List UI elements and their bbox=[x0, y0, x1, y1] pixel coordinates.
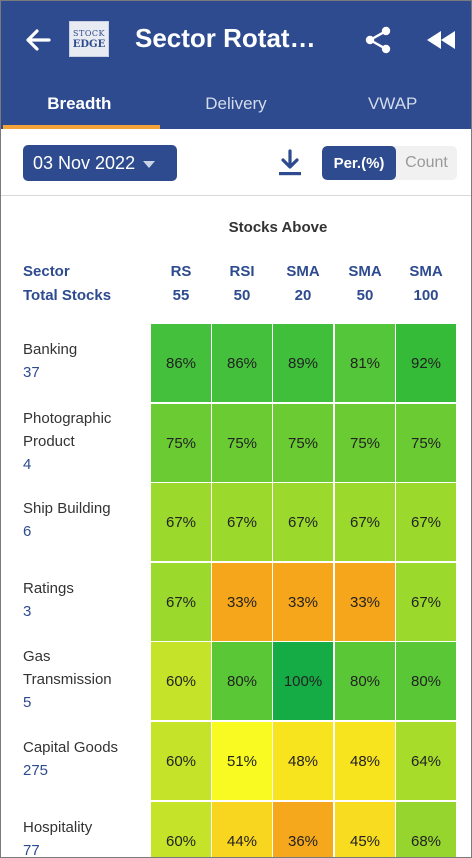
heatmap-cell[interactable]: 45% bbox=[335, 802, 395, 857]
column-header-rs-55[interactable]: RS 55 bbox=[170, 263, 192, 304]
heatmap-cell[interactable]: 75% bbox=[273, 404, 333, 482]
heatmap-cell[interactable]: 51% bbox=[212, 722, 272, 800]
toolbar: 03 Nov 2022 Per.(%) Count bbox=[1, 129, 471, 196]
tab-delivery[interactable]: Delivery bbox=[205, 94, 267, 113]
value-mode-toggle: Per.(%) Count bbox=[322, 146, 457, 180]
heatmap-cell[interactable]: 67% bbox=[151, 483, 211, 561]
heatmap-cell[interactable]: 33% bbox=[212, 563, 272, 641]
rewind-icon[interactable] bbox=[425, 29, 457, 51]
heatmap-cell[interactable]: 89% bbox=[273, 324, 333, 402]
column-header-sma-100[interactable]: SMA 100 bbox=[409, 263, 443, 304]
heatmap-cell[interactable]: 67% bbox=[335, 483, 395, 561]
sector-label[interactable]: Photographic Product 4 bbox=[23, 407, 143, 476]
sector-total-stocks: 275 bbox=[23, 762, 49, 779]
percent-toggle-button[interactable]: Per.(%) bbox=[322, 146, 396, 180]
heatmap-cell[interactable]: 67% bbox=[396, 483, 456, 561]
heatmap-cell[interactable]: 67% bbox=[151, 563, 211, 641]
stockedge-logo: STOCK EDGE bbox=[69, 21, 109, 57]
tab-vwap[interactable]: VWAP bbox=[367, 94, 418, 113]
heatmap-cell[interactable]: 75% bbox=[151, 404, 211, 482]
tab-bar: Breadth Delivery VWAP bbox=[1, 79, 471, 129]
sector-label[interactable]: Hospitality 77 bbox=[23, 816, 143, 858]
heatmap-cell[interactable]: 92% bbox=[396, 324, 456, 402]
heatmap-cell[interactable]: 75% bbox=[212, 404, 272, 482]
heatmap-cell[interactable]: 48% bbox=[273, 722, 333, 800]
heatmap-cell[interactable]: 86% bbox=[212, 324, 272, 402]
top-bar: STOCK EDGE Sector Rotat… bbox=[1, 1, 471, 79]
heatmap-cell[interactable]: 60% bbox=[151, 642, 211, 720]
heatmap-cell[interactable]: 60% bbox=[151, 802, 211, 857]
heatmap-cell[interactable]: 33% bbox=[273, 563, 333, 641]
column-header-rsi-50[interactable]: RSI 50 bbox=[229, 263, 255, 304]
heatmap-cell[interactable]: 64% bbox=[396, 722, 456, 800]
column-header-sma-50[interactable]: SMA 50 bbox=[348, 263, 382, 304]
count-toggle-button[interactable]: Count bbox=[405, 154, 448, 171]
heatmap-cell[interactable]: 100% bbox=[273, 642, 333, 720]
sector-label[interactable]: Ratings 3 bbox=[23, 577, 143, 623]
heatmap-cell[interactable]: 80% bbox=[396, 642, 456, 720]
heatmap-cell[interactable]: 75% bbox=[335, 404, 395, 482]
page-title: Sector Rotat… bbox=[135, 23, 316, 53]
heatmap-cell[interactable]: 75% bbox=[396, 404, 456, 482]
heatmap-cell[interactable]: 80% bbox=[212, 642, 272, 720]
sector-total-stocks: 6 bbox=[23, 523, 32, 540]
sector-total-stocks: 3 bbox=[23, 603, 32, 620]
sector-total-stocks: 4 bbox=[23, 455, 32, 473]
heatmap-cell[interactable]: 68% bbox=[396, 802, 456, 857]
heatmap-cell[interactable]: 86% bbox=[151, 324, 211, 402]
heatmap-cell[interactable]: 67% bbox=[212, 483, 272, 561]
arrow-left-icon[interactable] bbox=[23, 25, 53, 55]
heatmap-cell[interactable]: 44% bbox=[212, 802, 272, 857]
column-header-sma-20[interactable]: SMA 20 bbox=[286, 263, 320, 304]
heatmap-cell[interactable]: 80% bbox=[335, 642, 395, 720]
sector-label[interactable]: Ship Building 6 bbox=[23, 497, 143, 543]
tab-breadth[interactable]: Breadth bbox=[47, 94, 112, 113]
heatmap-cell[interactable]: 60% bbox=[151, 722, 211, 800]
sector-total-stocks: 77 bbox=[23, 842, 40, 858]
sector-total-stocks: 5 bbox=[23, 693, 32, 711]
heatmap-cell[interactable]: 81% bbox=[335, 324, 395, 402]
active-tab-indicator bbox=[3, 125, 160, 129]
caret-down-icon bbox=[143, 160, 156, 168]
sector-total-stocks: 37 bbox=[23, 364, 40, 381]
sector-header: Sector Total Stocks bbox=[23, 263, 112, 304]
heatmap-cell[interactable]: 67% bbox=[396, 563, 456, 641]
sector-label[interactable]: Capital Goods 275 bbox=[23, 736, 143, 782]
heatmap-cell[interactable]: 48% bbox=[335, 722, 395, 800]
app-header: STOCK EDGE Sector Rotat… Breadth Delivery… bbox=[1, 1, 471, 129]
share-icon[interactable] bbox=[363, 25, 393, 55]
stocks-above-header: Stocks Above bbox=[228, 219, 328, 236]
heatmap-cell[interactable]: 36% bbox=[273, 802, 333, 857]
download-icon[interactable] bbox=[277, 149, 303, 177]
heatmap-cell[interactable]: 67% bbox=[273, 483, 333, 561]
date-picker-button[interactable]: 03 Nov 2022 bbox=[23, 145, 177, 181]
sector-label[interactable]: Gas Transmission 5 bbox=[23, 645, 143, 714]
date-label: 03 Nov 2022 bbox=[33, 152, 136, 173]
heatmap-cell[interactable]: 33% bbox=[335, 563, 395, 641]
sector-label[interactable]: Banking 37 bbox=[23, 338, 143, 384]
